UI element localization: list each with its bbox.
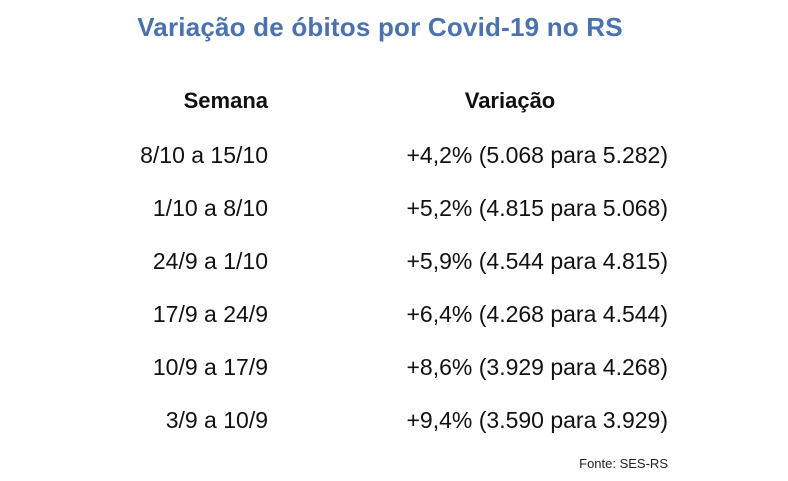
- header-semana: Semana: [183, 88, 268, 113]
- variacao-cell: +5,9% (4.544 para 4.815): [406, 248, 669, 274]
- source-note: Fonte: SES-RS: [579, 456, 668, 471]
- variacao-cell: +9,4% (3.590 para 3.929): [406, 407, 669, 433]
- semana-cell: 1/10 a 8/10: [152, 195, 268, 221]
- semana-cell: 3/9 a 10/9: [165, 407, 268, 433]
- header-variacao: Variação: [464, 88, 556, 113]
- semana-cell: 24/9 a 1/10: [152, 248, 268, 274]
- variacao-cell: +4,2% (5.068 para 5.282): [406, 142, 669, 168]
- semana-cell: 10/9 a 17/9: [152, 354, 268, 380]
- variacao-cell: +5,2% (4.815 para 5.068): [406, 195, 669, 221]
- variacao-cell: +8,6% (3.929 para 4.268): [406, 354, 669, 380]
- semana-cell: 17/9 a 24/9: [152, 301, 268, 327]
- table-title: Variação de óbitos por Covid-19 no RS: [137, 12, 623, 42]
- variacao-cell: +6,4% (4.268 para 4.544): [406, 301, 669, 327]
- semana-cell: 8/10 a 15/10: [140, 142, 268, 168]
